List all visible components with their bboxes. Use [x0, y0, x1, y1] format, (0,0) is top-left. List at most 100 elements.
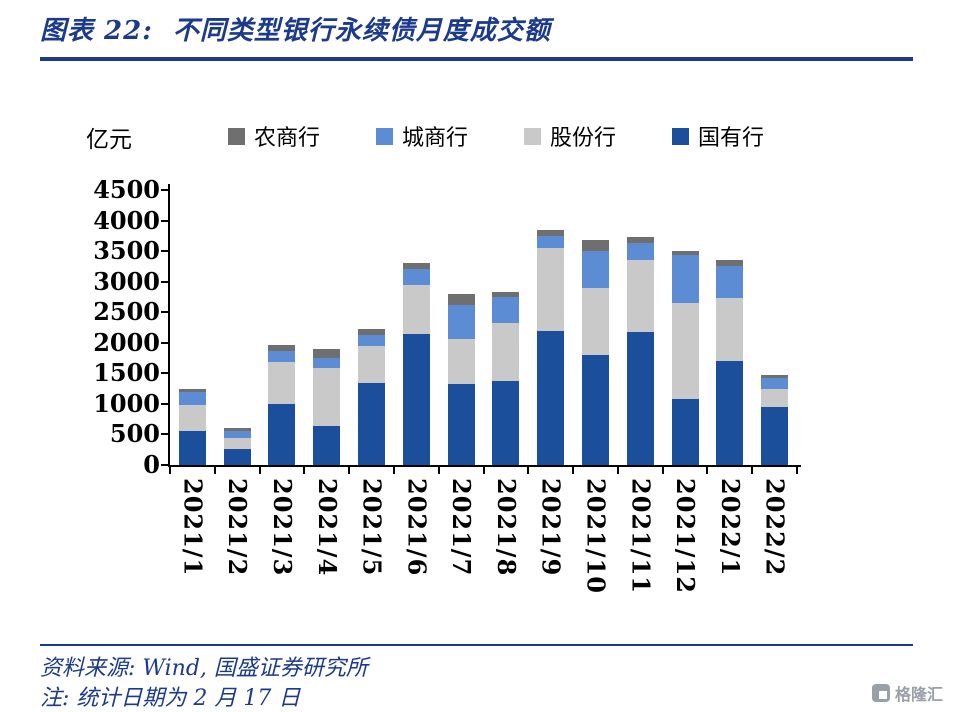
y-tick-label: 3000: [93, 266, 160, 296]
x-tick-label: 2021/7: [447, 478, 477, 577]
bar-segment-股份行: [761, 388, 789, 407]
bar-group: [537, 229, 565, 465]
bar-segment-国有行: [492, 380, 520, 465]
y-tick-label: 0: [143, 450, 160, 479]
note-text: 注: 统计日期为 2 月 17 日: [40, 686, 301, 711]
source-text: 资料来源: Wind, 国盛证券研究所: [40, 656, 368, 681]
bar-segment-国有行: [626, 332, 654, 465]
y-tick-mark: [161, 219, 168, 222]
bar-segment-农商行: [716, 260, 744, 267]
x-tick-label: 2021/9: [536, 478, 566, 577]
bar-segment-国有行: [268, 403, 296, 465]
y-tick-label: 500: [109, 419, 160, 449]
bar-group: [268, 344, 296, 465]
y-tick-label: 3500: [93, 236, 160, 266]
chart-title: 图表 22: 不同类型银行永续债月度成交额: [40, 16, 551, 46]
bar-segment-股份行: [268, 361, 296, 404]
bar-segment-国有行: [402, 333, 430, 465]
bar-segment-股份行: [626, 260, 654, 333]
x-tick-mark: [751, 467, 754, 474]
bar-group: [671, 251, 699, 465]
legend-item: 农商行: [228, 120, 320, 152]
legend-swatch: [228, 127, 245, 145]
x-tick-label: 2021/2: [223, 478, 253, 577]
x-tick-label: 2021/12: [671, 478, 701, 594]
y-tick-label: 4000: [93, 205, 160, 235]
bar-group: [716, 260, 744, 465]
bar-segment-农商行: [447, 293, 475, 305]
gelonghui-logo-icon: [871, 684, 890, 702]
bar-segment-城商行: [671, 255, 699, 304]
legend-label: 国有行: [698, 126, 765, 151]
legend-item: 城商行: [376, 120, 468, 152]
x-axis-labels: 2021/1 2021/2 2021/3 2021/4 2021/5 2021/6 2021…: [170, 474, 797, 594]
legend-swatch: [376, 127, 394, 145]
bar-segment-股份行: [223, 437, 251, 449]
bar-segment-城商行: [537, 235, 565, 249]
bar-segment-城商行: [223, 431, 251, 438]
bar-segment-农商行: [358, 329, 386, 336]
bar-segment-农商行: [178, 388, 206, 392]
x-axis-line: [168, 465, 801, 467]
bar-group: [761, 374, 789, 465]
y-tick-mark: [161, 341, 168, 344]
bar-group: [626, 237, 654, 465]
legend-label: 农商行: [254, 126, 321, 151]
y-tick-label: 2500: [93, 297, 160, 327]
y-tick-mark: [161, 433, 168, 436]
bar-group: [223, 427, 251, 465]
bar-segment-国有行: [716, 361, 744, 465]
bar-segment-股份行: [178, 404, 206, 432]
legend-swatch: [672, 127, 690, 145]
bar-segment-国有行: [761, 406, 789, 465]
x-tick-label: 2021/4: [312, 478, 342, 577]
bar-segment-股份行: [716, 298, 744, 362]
bar-segment-城商行: [716, 266, 744, 299]
bar-segment-城商行: [626, 243, 654, 261]
bar-segment-股份行: [581, 287, 609, 355]
y-axis-line: [168, 184, 170, 467]
bar-segment-国有行: [581, 355, 609, 465]
bar-segment-城商行: [313, 358, 341, 368]
bar-segment-农商行: [537, 229, 565, 236]
title-rule: [40, 57, 913, 61]
x-tick-label: 2022/2: [760, 478, 790, 577]
x-tick-mark: [572, 467, 575, 474]
x-tick-mark: [482, 467, 485, 474]
bar-segment-城商行: [358, 335, 386, 346]
bar-segment-城商行: [492, 296, 520, 323]
bar-segment-股份行: [402, 284, 430, 334]
legend-label: 城商行: [402, 126, 469, 151]
bar-segment-城商行: [268, 350, 296, 362]
bar-segment-农商行: [626, 237, 654, 244]
legend: 农商行 城商行 股份行 国有行: [228, 120, 764, 152]
y-tick-mark: [161, 464, 168, 466]
bar-segment-国有行: [358, 382, 386, 465]
y-tick-mark: [161, 311, 168, 314]
bar-segment-农商行: [761, 374, 789, 378]
x-tick-mark: [348, 467, 351, 474]
bar-segment-国有行: [178, 431, 206, 465]
x-tick-mark: [437, 467, 440, 474]
footer-rule: [40, 644, 913, 646]
x-tick-mark: [796, 467, 798, 474]
bar-segment-股份行: [447, 338, 475, 384]
x-tick-mark: [527, 467, 530, 474]
y-tick-label: 1000: [93, 388, 160, 418]
y-tick-mark: [161, 372, 168, 375]
bar-group: [313, 348, 341, 465]
x-tick-label: 2021/11: [626, 478, 656, 594]
bar-segment-农商行: [492, 292, 520, 297]
x-tick-label: 2021/3: [267, 478, 297, 577]
x-tick-label: 2021/1: [178, 478, 208, 577]
bar-group: [358, 329, 386, 465]
bar-segment-农商行: [223, 427, 251, 432]
bar-segment-国有行: [313, 425, 341, 465]
bar-segment-股份行: [537, 248, 565, 331]
bar-segment-农商行: [581, 240, 609, 252]
x-tick-mark: [392, 467, 395, 474]
bar-group: [178, 388, 206, 465]
y-tick-label: 4500: [93, 175, 160, 204]
y-tick-mark: [161, 402, 168, 405]
